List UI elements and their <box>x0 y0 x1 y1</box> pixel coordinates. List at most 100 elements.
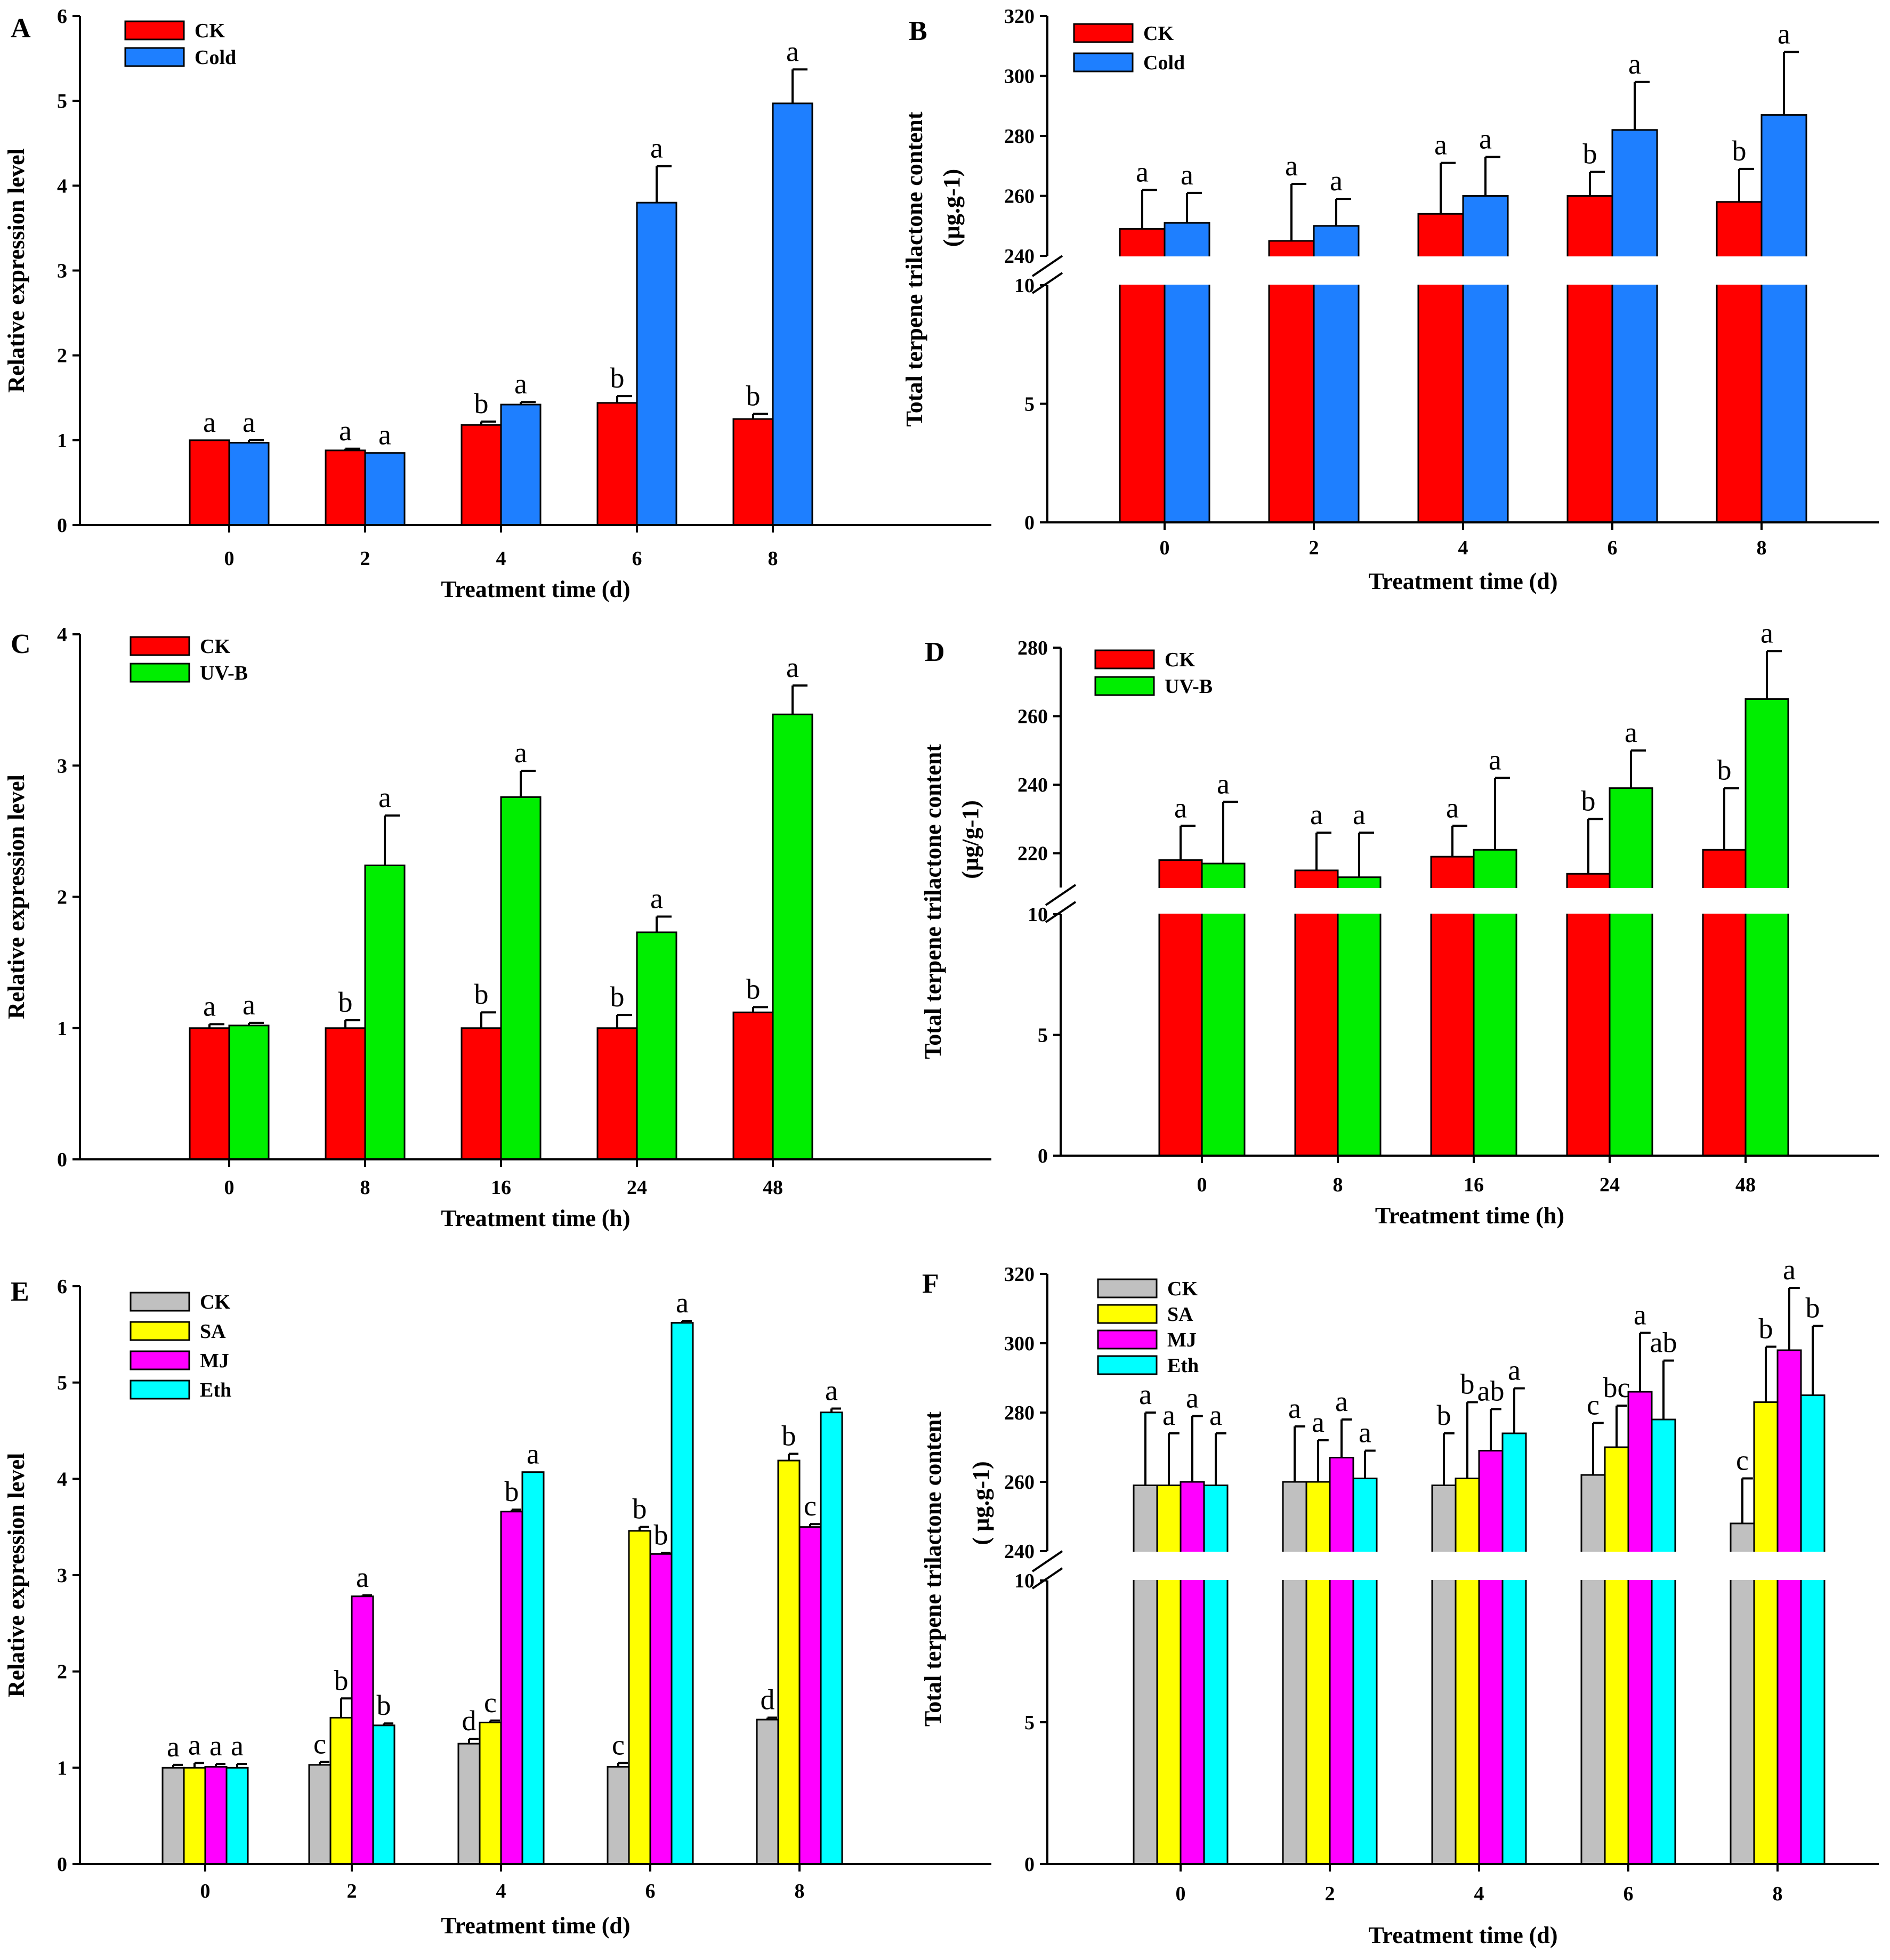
significance-label: a <box>1209 1399 1222 1431</box>
significance-label: c <box>804 1490 817 1522</box>
bar-ck-2 <box>1282 1481 1307 1865</box>
significance-label: a <box>1335 1385 1348 1417</box>
x-tick-label: 6 <box>632 547 642 570</box>
x-tick-label: 2 <box>360 547 370 570</box>
bar-cold-6 <box>636 201 677 526</box>
bar-sa-8 <box>1753 1401 1779 1865</box>
axis-break-mark <box>1031 1550 1063 1572</box>
bar-mj-0 <box>1180 1481 1205 1865</box>
significance-label: a <box>1312 1406 1324 1438</box>
bar-uv-b-24 <box>636 931 677 1160</box>
legend-label: CK <box>1143 22 1174 45</box>
significance-label: c <box>612 1729 625 1761</box>
significance-label: a <box>339 415 352 447</box>
y-axis-title: Total terpene trilactone content <box>901 111 927 426</box>
bar-cold-0 <box>228 442 270 526</box>
x-tick-label: 2 <box>1325 1883 1335 1905</box>
y-tick-label: 260 <box>1004 1471 1035 1494</box>
significance-label: ab <box>1477 1375 1505 1407</box>
bar-ck-8 <box>1716 201 1763 523</box>
legend-swatch-cold <box>1073 52 1134 72</box>
significance-label: a <box>203 990 216 1022</box>
significance-label: b <box>1581 785 1596 817</box>
significance-label: b <box>1806 1292 1820 1324</box>
significance-label: b <box>1759 1313 1773 1345</box>
x-tick-label: 24 <box>627 1176 647 1199</box>
significance-label: a <box>378 781 391 813</box>
y-tick-label: 1 <box>57 1018 67 1040</box>
bar-sa-2 <box>1305 1481 1331 1865</box>
bar-ck-8 <box>732 418 774 526</box>
significance-label: b <box>334 1664 349 1696</box>
legend-label: CK <box>195 20 225 42</box>
significance-label: c <box>484 1687 497 1719</box>
significance-label: a <box>1783 1254 1796 1286</box>
legend-label: Cold <box>1143 52 1185 74</box>
legend-label: SA <box>200 1320 226 1343</box>
bar-eth-4 <box>521 1471 545 1865</box>
bar-cold-4 <box>1462 195 1509 523</box>
y-tick-label: 300 <box>1004 66 1035 88</box>
bar-ck-24 <box>1566 873 1611 1157</box>
y-axis-title: Total terpene trilactone content <box>920 1411 946 1727</box>
y-tick-label: 300 <box>1004 1333 1035 1355</box>
axis-break-gap <box>1060 888 1880 914</box>
bar-uv-b-8 <box>364 864 406 1160</box>
bar-ck-0 <box>189 439 230 526</box>
legend-swatch-ck <box>130 636 190 656</box>
legend-swatch-sa <box>130 1321 190 1341</box>
significance-label: a <box>786 651 799 683</box>
bar-ck-8 <box>756 1719 779 1865</box>
significance-label: a <box>243 406 255 438</box>
y-axis-title: Relative expression level <box>3 775 29 1019</box>
significance-label: a <box>1186 1382 1199 1414</box>
bar-ck-6 <box>596 402 638 526</box>
panel-letter: C <box>11 629 31 659</box>
significance-label: a <box>1760 617 1773 649</box>
y-tick-label: 1 <box>57 430 67 452</box>
significance-label: a <box>1508 1354 1521 1386</box>
bar-sa-6 <box>628 1530 651 1865</box>
y-tick-label: 0 <box>1038 1145 1048 1167</box>
significance-label: a <box>1174 792 1187 824</box>
legend-swatch-uv-b <box>1094 676 1155 696</box>
x-tick-label: 0 <box>224 1176 235 1199</box>
panel-letter: D <box>925 637 945 667</box>
significance-label: a <box>1446 792 1459 824</box>
x-tick-label: 4 <box>1474 1883 1484 1905</box>
x-axis-title: Treatment time (d) <box>441 1913 630 1939</box>
bar-cold-6 <box>1611 129 1658 523</box>
bar-eth-0 <box>225 1767 249 1865</box>
y-tick-label: 3 <box>57 1564 67 1587</box>
significance-label: a <box>650 882 663 914</box>
y-axis-title: Relative expression level <box>3 1453 29 1698</box>
significance-label: a <box>1288 1392 1301 1424</box>
legend-label: CK <box>200 635 230 658</box>
bar-ck-6 <box>1580 1474 1606 1865</box>
significance-label: a <box>1330 165 1343 197</box>
bar-mj-4 <box>500 1511 523 1865</box>
significance-label: a <box>188 1729 201 1761</box>
x-tick-label: 2 <box>347 1880 357 1902</box>
bar-eth-6 <box>1651 1418 1676 1865</box>
bar-sa-4 <box>1455 1478 1480 1865</box>
significance-label: a <box>1353 798 1366 830</box>
significance-label: a <box>1628 48 1641 80</box>
significance-label: b <box>633 1493 647 1525</box>
y-tick-label: 5 <box>1024 1712 1035 1734</box>
bar-ck-8 <box>1730 1522 1755 1865</box>
significance-label: b <box>782 1419 796 1451</box>
legend-swatch-eth <box>1097 1355 1158 1375</box>
significance-label: c <box>1587 1389 1600 1421</box>
y-tick-label: 280 <box>1004 125 1035 148</box>
legend-label: MJ <box>1167 1329 1197 1351</box>
legend-swatch-uv-b <box>130 663 190 683</box>
bar-eth-2 <box>1352 1478 1378 1865</box>
y-tick-label: 4 <box>57 624 67 646</box>
x-tick-label: 4 <box>496 1880 506 1902</box>
x-tick-label: 4 <box>496 547 506 570</box>
bar-ck-48 <box>732 1011 774 1160</box>
significance-label: a <box>514 368 527 400</box>
